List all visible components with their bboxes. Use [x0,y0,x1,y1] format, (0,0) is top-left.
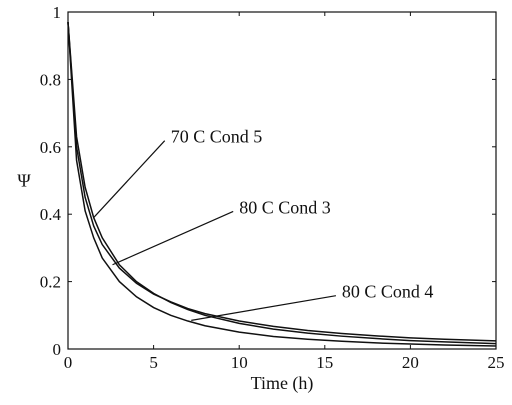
y-tick-label: 0.8 [40,70,61,89]
annotation-leader-0 [93,140,166,218]
x-tick-label: 5 [149,353,158,372]
x-tick-label: 0 [64,353,73,372]
x-tick-label: 15 [316,353,333,372]
y-tick-label: 1 [53,3,62,22]
y-tick-label: 0.4 [40,205,62,224]
x-tick-label: 20 [402,353,419,372]
annotation-leader-2 [191,295,337,321]
annotation-layer: 70 C Cond 5 80 C Cond 3 80 C Cond 4 [93,127,434,321]
series-line-2 [67,22,497,347]
y-tick-label: 0.6 [40,138,61,157]
x-tick-label: 25 [488,353,505,372]
y-tick-label: 0.2 [40,273,61,292]
y-tick-label: 0 [53,340,62,359]
x-axis-title: Time (h) [251,373,314,394]
tick-layer: 0 5 10 15 20 25 0 0.2 0.4 0.6 0.8 1 [40,3,505,372]
annotation-label-1: 80 C Cond 3 [239,197,331,217]
x-tick-label: 10 [231,353,248,372]
annotation-leader-1 [112,210,234,266]
annotation-label-0: 70 C Cond 5 [171,127,263,147]
y-axis-title: Ψ [17,171,31,191]
plot-frame [67,11,497,350]
plot-area: 70 C Cond 580 C Cond 380 C Cond 4 0 5 10 15… [40,3,505,372]
annotation-label-2: 80 C Cond 4 [342,282,434,302]
series-line-1 [67,22,497,342]
